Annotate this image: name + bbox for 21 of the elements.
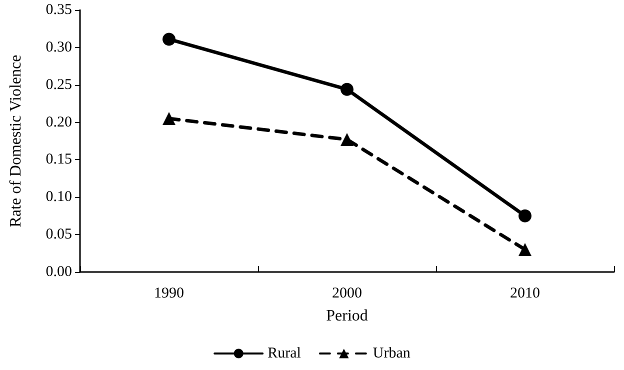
y-axis-title: Rate of Domestic Violence	[8, 54, 24, 228]
x-tick-label: 1990	[154, 286, 184, 302]
point	[162, 112, 176, 126]
y-tick-label: 0.30	[46, 39, 72, 56]
point	[162, 32, 176, 46]
y-tick-label: 0.25	[46, 76, 72, 93]
point	[340, 82, 354, 96]
y-tick-label: 0.10	[46, 189, 72, 206]
y-tick-label: 0.20	[46, 114, 72, 130]
point	[518, 209, 532, 222]
y-tick-label: 0.15	[46, 152, 72, 168]
x-axis-title: Period	[326, 308, 368, 324]
legend-label: Urban	[372, 346, 411, 362]
y-tick-label: 0.00	[46, 264, 72, 280]
y-tick-label: 0.35	[46, 2, 72, 18]
y-tick-label: 0.05	[46, 226, 72, 243]
point	[518, 243, 532, 256]
x-tick-label: 2010	[510, 286, 540, 302]
x-tick-label: 2000	[332, 286, 362, 302]
point	[340, 133, 354, 146]
legend-label: Rural	[268, 346, 301, 362]
